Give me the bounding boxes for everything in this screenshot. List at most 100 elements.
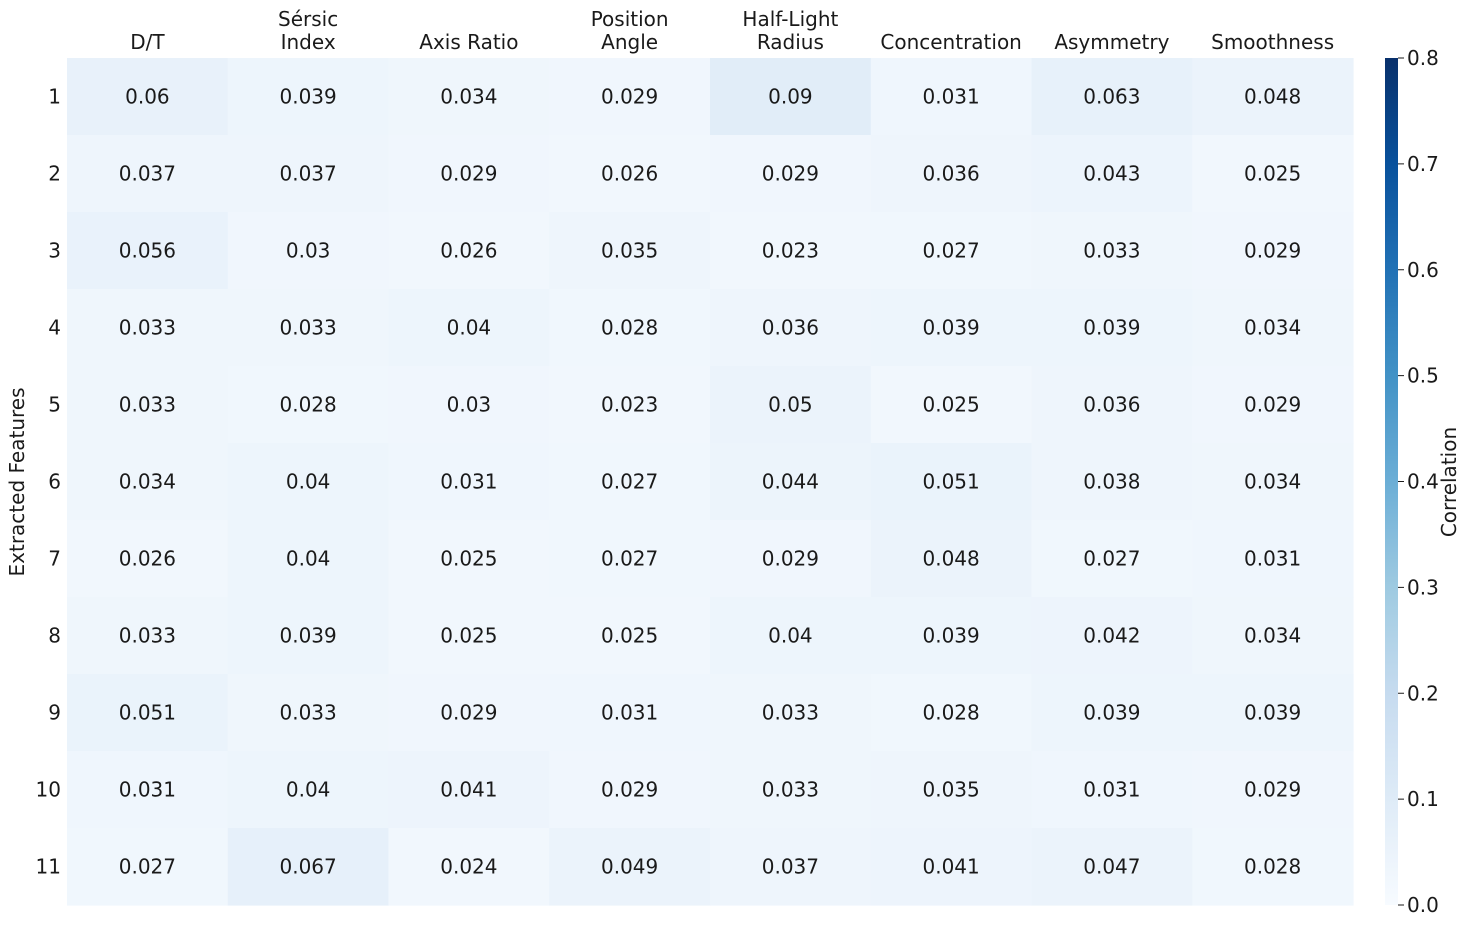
heatmap-cell [227,366,390,444]
heatmap-cell [549,443,711,521]
colorbar [1385,58,1398,905]
heatmap-cell [1031,135,1193,213]
heatmap-cell [549,212,711,290]
heatmap-cell [1031,520,1193,598]
row-label: 3 [48,239,61,263]
heatmap-cell [710,135,872,213]
cell-value-label: 0.04 [286,778,331,802]
y-axis-label: Extracted Features [5,388,29,577]
cell-value-label: 0.029 [440,701,497,725]
heatmap-cell [870,520,1033,598]
heatmap-cell [710,597,872,675]
cell-value-label: 0.029 [762,162,819,186]
heatmap-cell [1192,751,1354,829]
heatmap-cell [870,751,1033,829]
cell-value-label: 0.041 [922,855,979,879]
heatmap-cell [710,674,872,752]
heatmap-cell [1192,520,1354,598]
heatmap-cell [1031,597,1193,675]
heatmap-cell [1192,135,1354,213]
heatmap-cell [710,289,872,367]
cell-value-label: 0.031 [1244,547,1301,571]
cell-value-label: 0.04 [447,316,492,340]
colorbar-label: Correlation [1437,427,1461,537]
column-label: Smoothness [1211,30,1334,54]
row-label: 5 [48,393,61,417]
cell-value-label: 0.036 [762,316,819,340]
colorbar-tick-label: 0.7 [1407,152,1439,176]
cell-value-label: 0.03 [447,393,492,417]
cell-value-label: 0.027 [601,547,658,571]
heatmap-cell [388,443,550,521]
cell-value-label: 0.033 [279,701,336,725]
heatmap-cells: 0.06 0.039 0.034 0.029 0.09 0.031 0.063 0.048 0.… [67,58,1354,906]
heatmap-cell [549,597,711,675]
cell-value-label: 0.028 [279,393,336,417]
heatmap-cell [549,520,711,598]
cell-value-label: 0.033 [279,316,336,340]
cell-value-label: 0.027 [601,470,658,494]
row-label: 1 [48,85,61,109]
cell-value-label: 0.048 [922,547,979,571]
cell-value-label: 0.029 [1244,239,1301,263]
heatmap-cell [710,520,872,598]
cell-value-label: 0.039 [279,624,336,648]
row-label: 9 [48,701,61,725]
heatmap-cell [67,58,229,136]
cell-value-label: 0.033 [762,778,819,802]
cell-value-label: 0.051 [922,470,979,494]
cell-value-label: 0.09 [768,85,813,109]
heatmap-cell [388,520,550,598]
row-label: 8 [48,624,61,648]
heatmap-cell [388,366,550,444]
cell-value-label: 0.029 [601,778,658,802]
cell-value-label: 0.025 [601,624,658,648]
heatmap-cell [227,520,390,598]
row-label: 11 [36,855,61,879]
cell-value-label: 0.029 [762,547,819,571]
heatmap-cell [549,289,711,367]
cell-value-label: 0.047 [1083,855,1140,879]
heatmap-cell [67,751,229,829]
cell-value-label: 0.031 [440,470,497,494]
column-label: Sérsic [278,7,338,31]
heatmap-cell [67,597,229,675]
heatmap-cell [870,135,1033,213]
heatmap-cell [67,289,229,367]
cell-value-label: 0.026 [119,547,176,571]
heatmap-cell [710,58,872,136]
heatmap-cell [1192,674,1354,752]
cell-value-label: 0.041 [440,778,497,802]
heatmap-cell [549,751,711,829]
cell-value-label: 0.024 [440,855,497,879]
heatmap-cell [388,135,550,213]
row-label: 7 [48,547,61,571]
cell-value-label: 0.06 [125,85,170,109]
column-label: Radius [757,30,824,54]
row-label: 6 [48,470,61,494]
colorbar-tick-label: 0.8 [1407,46,1439,70]
colorbar-ticks: 0.0 0.1 0.2 0.3 0.4 0.5 0.6 0.7 0.8 [1398,46,1439,917]
heatmap-cell [549,828,711,906]
cell-value-label: 0.039 [1244,701,1301,725]
colorbar-tick-label: 0.5 [1407,364,1439,388]
column-label: Asymmetry [1054,30,1169,54]
cell-value-label: 0.04 [768,624,813,648]
cell-value-label: 0.037 [762,855,819,879]
heatmap-cell [388,58,550,136]
cell-value-label: 0.04 [286,547,331,571]
heatmap-cell [710,366,872,444]
heatmap-cell [67,443,229,521]
colorbar-tick-label: 0.0 [1407,893,1439,917]
cell-value-label: 0.039 [922,316,979,340]
heatmap-cell [870,828,1033,906]
cell-value-label: 0.029 [440,162,497,186]
row-label: 10 [36,778,61,802]
cell-value-label: 0.033 [762,701,819,725]
heatmap-cell [227,212,390,290]
cell-value-label: 0.026 [440,239,497,263]
column-label: Axis Ratio [419,30,518,54]
cell-value-label: 0.044 [762,470,819,494]
cell-value-label: 0.031 [922,85,979,109]
